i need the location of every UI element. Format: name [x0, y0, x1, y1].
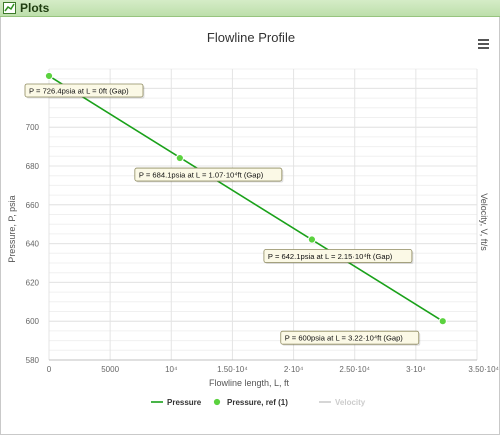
chart-legend: Pressure Pressure, ref (1) Velocity [151, 397, 366, 407]
x-axis-ticks: 0 5000 10⁴ 1.50·10⁴ 2·10⁴ 2.50·10⁴ 3·10⁴ 3.50·1… [47, 365, 500, 374]
annotation-label: P = 600psia at L = 3.22·10⁴ft (Gap) [285, 334, 404, 343]
x-tick-label: 3.50·10⁴ [468, 365, 499, 374]
point-annotation: P = 600psia at L = 3.22·10⁴ft (Gap) [280, 330, 421, 346]
hamburger-menu-icon[interactable] [478, 39, 489, 49]
legend-item[interactable]: Pressure [151, 398, 202, 407]
annotation-layer: P = 726.4psia at L = 0ft (Gap) P = 684.1p… [24, 83, 421, 346]
y-tick-label: 580 [26, 356, 40, 365]
y-tick-label: 680 [26, 162, 40, 171]
y-axis-label: Pressure, P, psia [7, 195, 17, 262]
legend-item[interactable]: Pressure, ref (1) [211, 397, 288, 407]
point-annotation: P = 642.1psia at L = 2.15·10⁴ft (Gap) [263, 249, 414, 265]
y-tick-label: 700 [26, 123, 40, 132]
pressure-ref-point[interactable] [438, 317, 447, 326]
x-tick-label: 2·10⁴ [284, 365, 304, 374]
y-tick-label: 600 [26, 317, 40, 326]
chart-title: Flowline Profile [207, 30, 295, 45]
pressure-series-line[interactable] [48, 75, 444, 322]
chart-container: Flowline Profile 0 5000 10⁴ 1.50·10⁴ 2·10⁴ 2.… [0, 17, 500, 435]
x-tick-label: 3·10⁴ [406, 365, 426, 374]
x-tick-label: 10⁴ [165, 365, 178, 374]
x-tick-label: 1.50·10⁴ [217, 365, 248, 374]
legend-marker-symbol [212, 397, 222, 407]
point-annotation: P = 726.4psia at L = 0ft (Gap) [24, 83, 145, 99]
legend-label: Velocity [335, 398, 366, 407]
y-tick-label: 660 [26, 201, 40, 210]
y-axis-ticks: 580600620640660680700720 [26, 84, 40, 365]
point-annotation: P = 684.1psia at L = 1.07·10⁴ft (Gap) [134, 167, 284, 183]
grid-lines [48, 68, 478, 361]
panel-title: Plots [20, 1, 50, 15]
annotation-label: P = 726.4psia at L = 0ft (Gap) [29, 86, 129, 95]
legend-label: Pressure [167, 398, 202, 407]
legend-label: Pressure, ref (1) [227, 398, 288, 407]
x-axis-label: Flowline length, L, ft [209, 378, 290, 388]
series-layer [44, 71, 447, 326]
pressure-ref-point[interactable] [44, 71, 54, 81]
y-axis-right-label: Velocity, V, ft/s [479, 193, 489, 251]
x-tick-label: 2.50·10⁴ [339, 365, 370, 374]
x-tick-label: 0 [47, 365, 52, 374]
pressure-ref-point[interactable] [175, 153, 184, 163]
y-tick-label: 640 [26, 240, 40, 249]
chart-icon [3, 2, 16, 14]
x-tick-label: 5000 [101, 365, 119, 374]
y-tick-label: 620 [26, 278, 40, 287]
legend-item[interactable]: Velocity [319, 398, 366, 407]
flowline-profile-chart: Flowline Profile 0 5000 10⁴ 1.50·10⁴ 2·10⁴ 2.… [7, 30, 500, 407]
annotation-label: P = 684.1psia at L = 1.07·10⁴ft (Gap) [139, 171, 264, 180]
plots-panel-header: Plots [0, 0, 500, 17]
annotation-label: P = 642.1psia at L = 2.15·10⁴ft (Gap) [268, 252, 393, 261]
pressure-ref-point[interactable] [307, 235, 317, 244]
